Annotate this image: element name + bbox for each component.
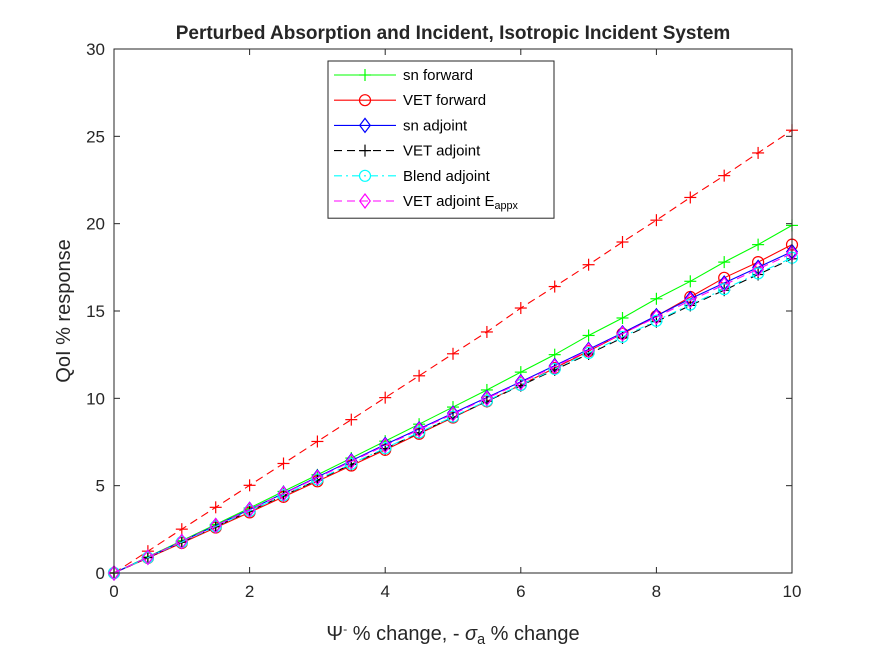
legend-label: VET forward xyxy=(403,92,486,109)
legend-entry-1: VET forward xyxy=(334,92,486,109)
series-line-5 xyxy=(113,257,793,574)
data-point-0-13 xyxy=(548,280,561,293)
data-point-6-18 xyxy=(718,276,731,293)
legend-entry-0: sn forward xyxy=(334,67,473,84)
series-0 xyxy=(108,124,798,579)
legend-entry-4: Blend adjoint xyxy=(334,168,491,185)
series-layer xyxy=(107,124,799,581)
data-point-6-1 xyxy=(141,549,154,566)
data-point-0-14 xyxy=(582,258,595,271)
data-point-6-17 xyxy=(684,292,697,309)
data-point-1-18 xyxy=(718,256,731,269)
data-point-4-17 xyxy=(684,299,697,312)
legend-entry-2: sn adjoint xyxy=(334,117,468,134)
series-line-6 xyxy=(113,252,793,574)
y-tick-label: 20 xyxy=(86,215,105,234)
data-point-6-5 xyxy=(277,485,290,502)
data-point-0-16 xyxy=(650,214,663,227)
data-point-0-10 xyxy=(447,347,459,360)
data-point-0-7 xyxy=(345,413,358,426)
legend-entry-5: VET adjoint Eappx xyxy=(334,193,518,212)
data-point-5-18 xyxy=(718,283,731,296)
legend-marker xyxy=(358,94,372,107)
data-point-0-18 xyxy=(718,169,731,182)
x-tick-label: 2 xyxy=(245,582,254,601)
data-point-1-14 xyxy=(582,329,595,342)
data-point-6-6 xyxy=(311,469,324,486)
x-tick-label: 10 xyxy=(783,582,802,601)
data-point-6-2 xyxy=(175,533,188,550)
legend-entry-3: VET adjoint xyxy=(334,143,481,160)
data-point-6-16 xyxy=(650,309,663,326)
legend-marker xyxy=(358,169,372,182)
legend-marker xyxy=(359,69,371,81)
axes: 0 2 4 6 8 10 0 5 10 15 20 25 30 xyxy=(86,40,801,601)
data-point-0-12 xyxy=(514,302,527,315)
data-point-6-9 xyxy=(413,421,426,438)
legend-box xyxy=(327,60,555,219)
legend-label: sn adjoint xyxy=(403,117,468,134)
data-point-0-15 xyxy=(616,236,629,249)
y-tick-label: 5 xyxy=(96,477,105,496)
y-tick-label: 10 xyxy=(86,389,105,408)
data-point-0-8 xyxy=(379,391,392,404)
data-point-6-4 xyxy=(243,501,256,518)
y-tick-label: 30 xyxy=(86,40,105,59)
legend-label: VET adjoint xyxy=(403,143,481,160)
data-point-6-7 xyxy=(345,453,358,470)
legend-marker xyxy=(358,117,372,134)
data-point-6-11 xyxy=(480,390,493,407)
data-point-6-3 xyxy=(209,517,222,534)
legend-marker xyxy=(359,193,371,209)
x-tick-label: 0 xyxy=(109,582,118,601)
legend-label: VET adjoint Eappx xyxy=(403,193,518,212)
x-tick-label: 6 xyxy=(516,582,525,601)
data-point-0-4 xyxy=(243,479,256,492)
x-axis-label: Ψ- % change, - σa % change xyxy=(326,622,579,648)
legend: sn forward VET forward sn adjoint VET adjoi… xyxy=(327,60,555,219)
series-6 xyxy=(108,245,799,581)
data-point-6-0 xyxy=(108,565,120,581)
data-point-5-14 xyxy=(582,346,595,360)
data-point-0-6 xyxy=(311,435,324,448)
data-point-0-5 xyxy=(277,457,290,470)
data-point-5-16 xyxy=(650,314,663,327)
legend-marker xyxy=(359,144,371,157)
legend-label: sn forward xyxy=(403,67,473,84)
data-point-6-14 xyxy=(582,342,595,359)
data-point-6-12 xyxy=(514,374,527,391)
data-point-0-3 xyxy=(209,501,222,514)
data-point-6-10 xyxy=(447,406,459,423)
data-point-0-17 xyxy=(684,191,697,204)
data-point-6-8 xyxy=(379,437,392,454)
data-point-1-16 xyxy=(650,292,663,305)
x-tick-label: 8 xyxy=(652,582,661,601)
data-point-1-19 xyxy=(752,238,765,251)
data-point-5-15 xyxy=(616,330,629,343)
data-point-0-9 xyxy=(413,369,426,382)
data-point-6-19 xyxy=(752,261,765,278)
series-line-4 xyxy=(113,258,793,574)
data-point-0-2 xyxy=(175,523,188,536)
data-point-6-13 xyxy=(548,358,561,375)
data-point-5-19 xyxy=(751,267,765,280)
data-point-5-17 xyxy=(684,298,697,311)
data-point-1-15 xyxy=(616,311,629,324)
legend-label: Blend adjoint xyxy=(403,168,491,185)
x-tick-label: 4 xyxy=(380,582,389,601)
y-tick-label: 15 xyxy=(86,302,105,321)
data-point-6-15 xyxy=(616,325,629,342)
y-tick-label: 0 xyxy=(96,564,105,583)
y-axis-label: QoI % response xyxy=(53,239,75,382)
data-point-1-17 xyxy=(684,275,697,288)
data-point-0-11 xyxy=(480,325,493,338)
y-tick-label: 25 xyxy=(86,127,105,146)
data-point-0-19 xyxy=(752,146,765,159)
chart-title: Perturbed Absorption and Incident, Isotr… xyxy=(176,23,731,44)
